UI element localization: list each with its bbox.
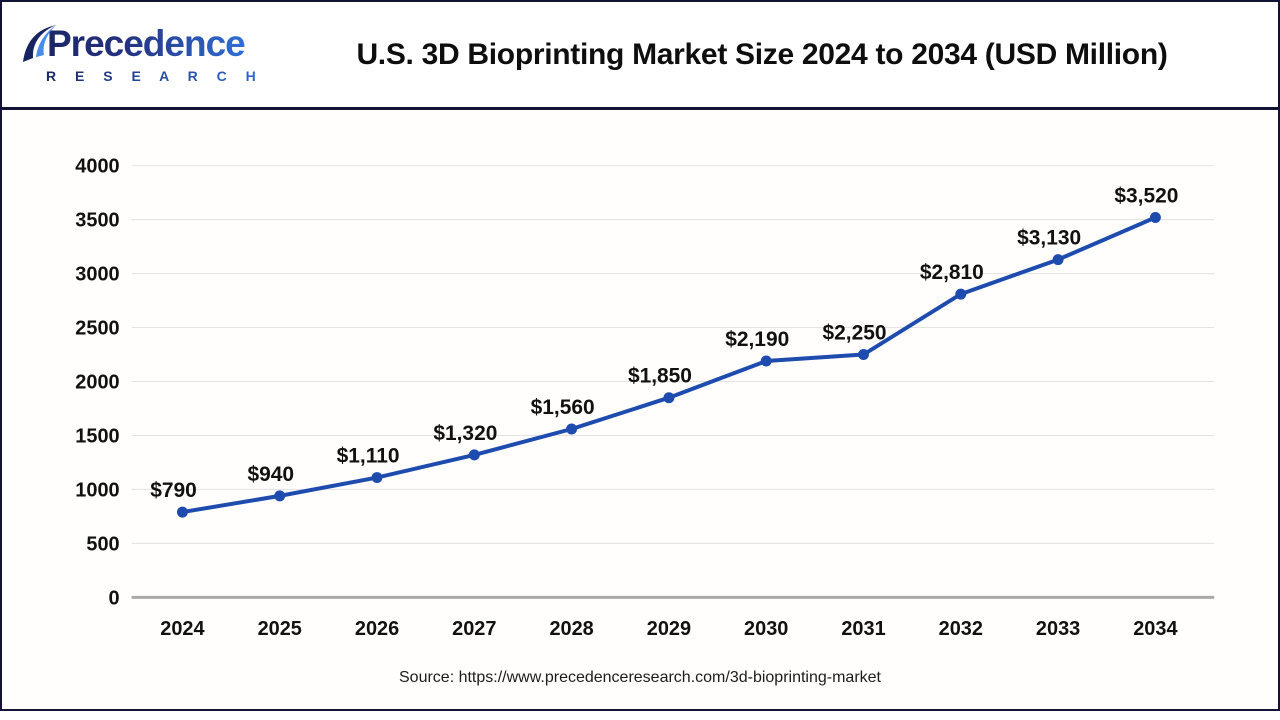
data-point: [274, 490, 286, 502]
data-label: $1,320: [433, 422, 497, 445]
data-label: $3,130: [1017, 227, 1081, 250]
data-point: [1149, 212, 1161, 223]
precedence-research-logo: Precedence R E S E A R C H: [18, 22, 280, 84]
x-axis-tick-label: 2030: [744, 618, 788, 640]
x-axis-tick-label: 2025: [258, 618, 302, 640]
data-point: [663, 392, 675, 404]
data-label: $2,810: [920, 261, 984, 284]
logo-wordmark: Precedence: [47, 22, 246, 64]
header: Precedence R E S E A R C H U.S. 3D Biopr…: [2, 2, 1278, 110]
y-axis-tick-label: 2500: [75, 318, 119, 340]
y-axis-tick-label: 1000: [75, 479, 119, 501]
data-point: [468, 449, 480, 461]
x-axis-tick-label: 2029: [647, 618, 691, 640]
y-axis-tick-label: 3500: [75, 210, 119, 232]
x-axis-tick-label: 2034: [1133, 618, 1177, 640]
y-axis-tick-label: 1500: [75, 425, 119, 447]
data-point: [955, 288, 967, 300]
y-axis-tick-label: 2000: [75, 371, 119, 393]
data-label: $1,110: [337, 445, 400, 468]
x-axis-tick-label: 2031: [841, 618, 885, 640]
data-point: [371, 472, 383, 484]
x-axis-tick-label: 2032: [939, 618, 983, 640]
data-label: $790: [150, 479, 197, 502]
x-axis-tick-label: 2026: [355, 618, 399, 640]
market-line-chart: 0 500 1000 1500 2000 2500 3000 3500 4000 $790 2024…: [75, 156, 1215, 640]
y-axis-tick-label: 4000: [75, 156, 119, 178]
x-axis-tick-label: 2024: [160, 618, 204, 640]
x-axis-tick-label: 2028: [549, 618, 593, 640]
data-label: $1,850: [628, 365, 692, 388]
logo-leaf-icon: [23, 24, 56, 62]
data-label: $1,560: [531, 396, 595, 419]
data-point: [176, 506, 188, 518]
chart-area: 0 500 1000 1500 2000 2500 3000 3500 4000 $790 2024…: [2, 110, 1278, 660]
y-axis-tick-label: 500: [86, 533, 119, 555]
data-point: [858, 349, 869, 361]
data-label: $3,520: [1114, 185, 1178, 208]
data-label: $940: [247, 463, 294, 486]
logo-subtext: R E S E A R C H: [46, 68, 280, 84]
source-text: Source: https://www.precedenceresearch.c…: [399, 669, 881, 686]
data-label: $2,250: [823, 322, 887, 345]
data-point: [566, 423, 578, 435]
x-axis-tick-label: 2033: [1036, 618, 1080, 640]
data-point: [1052, 254, 1064, 266]
x-axis-tick-label: 2027: [452, 618, 496, 640]
y-axis-tick-label: 0: [109, 587, 120, 609]
y-axis-tick-label: 3000: [75, 264, 119, 286]
data-point: [760, 355, 772, 367]
chart-title: U.S. 3D Bioprinting Market Size 2024 to …: [356, 37, 1168, 71]
data-label: $2,190: [725, 328, 789, 351]
